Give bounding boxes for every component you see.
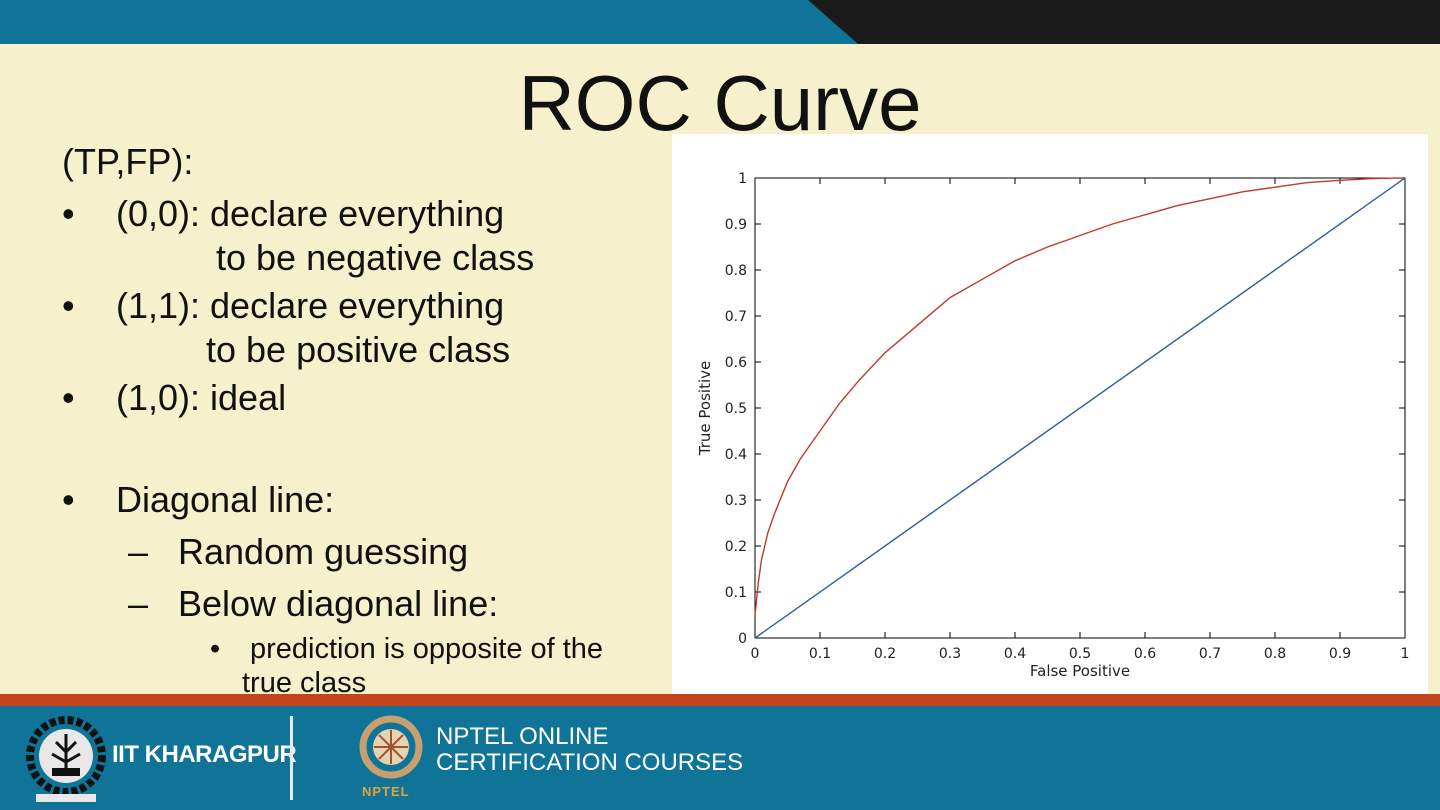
bullet-mark: • bbox=[62, 377, 75, 418]
iit-logo bbox=[26, 716, 106, 802]
top-band-dark-segment bbox=[808, 0, 1440, 44]
x-axis-label: False Positive bbox=[1030, 662, 1130, 680]
x-axis-ticks: 0 0.1 0.2 0.3 0.4 0.5 0.6 0.7 0.8 0.9 1 bbox=[751, 178, 1410, 662]
roc-chart: 0 0.1 0.2 0.3 0.4 0.5 0.6 0.7 0.8 0.9 1 0 0.1 0.2 0.3… bbox=[696, 171, 1410, 680]
nptel-badge: NPTEL bbox=[362, 784, 410, 799]
y-axis-label: True Positive bbox=[696, 361, 714, 456]
bullet-text: (0,0): declare everything bbox=[116, 193, 505, 234]
x-tick-label: 0.9 bbox=[1329, 646, 1351, 662]
x-tick-label: 0.6 bbox=[1134, 646, 1156, 662]
tp-fp-heading: (TP,FP): bbox=[62, 141, 194, 182]
x-tick-label: 0.1 bbox=[809, 646, 831, 662]
sub-bullet-text: Random guessing bbox=[178, 531, 469, 572]
y-tick-label: 0.8 bbox=[725, 263, 747, 279]
series-layer bbox=[754, 177, 1406, 639]
iit-kharagpur-label: IIT KHARAGPUR bbox=[112, 741, 297, 768]
x-tick-label: 0.4 bbox=[1004, 646, 1026, 662]
y-tick-label: 0 bbox=[738, 631, 747, 647]
sub-sub-bullet-text: true class bbox=[242, 667, 367, 699]
dash-mark: – bbox=[128, 531, 149, 572]
y-tick-label: 1 bbox=[738, 171, 747, 187]
bullet-mark: • bbox=[62, 285, 75, 326]
sub-sub-bullet-text: prediction is opposite of the bbox=[250, 633, 604, 665]
diagonal-line bbox=[754, 177, 1406, 639]
nptel-line-1: NPTEL ONLINE bbox=[436, 723, 609, 750]
x-tick-label: 0 bbox=[751, 646, 760, 662]
y-tick-label: 0.5 bbox=[725, 401, 747, 417]
y-tick-label: 0.6 bbox=[725, 355, 747, 371]
bullet-text: (1,0): ideal bbox=[116, 377, 287, 418]
x-tick-label: 0.5 bbox=[1069, 646, 1091, 662]
dash-mark: – bbox=[128, 583, 149, 624]
x-tick-label: 0.7 bbox=[1199, 646, 1221, 662]
y-tick-label: 0.7 bbox=[725, 309, 747, 325]
nptel-logo bbox=[359, 715, 423, 779]
bullet-mark: • bbox=[210, 633, 221, 665]
y-tick-label: 0.4 bbox=[725, 447, 747, 463]
slide-title: ROC Curve bbox=[518, 59, 922, 147]
y-tick-label: 0.9 bbox=[725, 217, 747, 233]
bullet-text: to be negative class bbox=[216, 237, 535, 278]
bullet-mark: • bbox=[62, 193, 75, 234]
y-axis-ticks: 0 0.1 0.2 0.3 0.4 0.5 0.6 0.7 0.8 0.9 1 bbox=[725, 171, 1405, 647]
bullet-text: Diagonal line: bbox=[116, 479, 335, 520]
y-tick-label: 0.1 bbox=[725, 585, 747, 601]
x-tick-label: 0.2 bbox=[874, 646, 896, 662]
x-tick-label: 0.8 bbox=[1264, 646, 1286, 662]
x-tick-label: 0.3 bbox=[939, 646, 961, 662]
roc-curve-line bbox=[754, 177, 1406, 616]
bullet-text: to be positive class bbox=[206, 329, 511, 370]
y-tick-label: 0.2 bbox=[725, 539, 747, 555]
nptel-line-2: CERTIFICATION COURSES bbox=[436, 749, 744, 776]
bullet-text: (1,1): declare everything bbox=[116, 285, 505, 326]
footer-stripe bbox=[0, 694, 1440, 706]
bullet-mark: • bbox=[62, 479, 75, 520]
sub-bullet-text: Below diagonal line: bbox=[178, 583, 499, 624]
footer-divider bbox=[290, 716, 293, 800]
x-tick-label: 1 bbox=[1401, 646, 1410, 662]
y-tick-label: 0.3 bbox=[725, 493, 747, 509]
footer-band bbox=[0, 694, 1440, 810]
roc-chart-panel: 0 0.1 0.2 0.3 0.4 0.5 0.6 0.7 0.8 0.9 1 0 0.1 0.2 0.3… bbox=[672, 134, 1428, 702]
